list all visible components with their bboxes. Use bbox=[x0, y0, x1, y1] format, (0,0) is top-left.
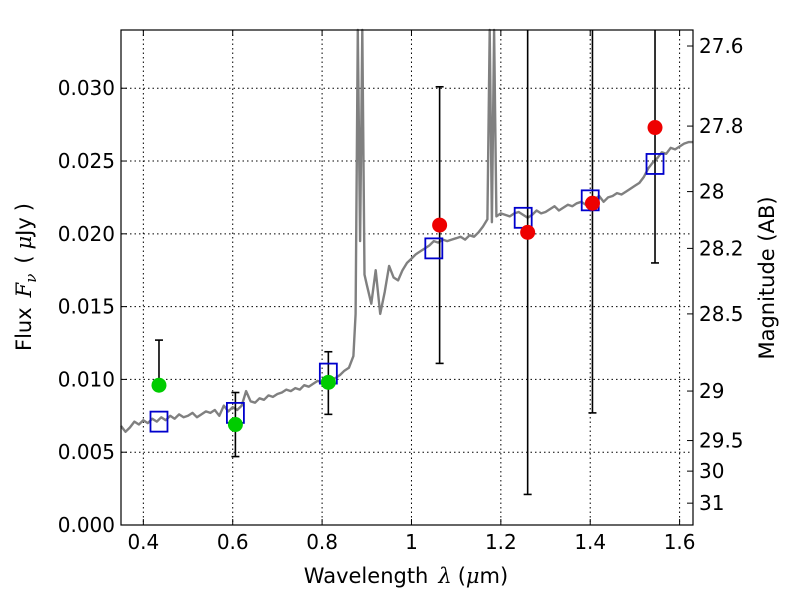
y2-tick-label: 28 bbox=[699, 180, 724, 204]
plot-frame bbox=[120, 29, 694, 526]
x-axis-label-unit-mu: μ bbox=[466, 564, 480, 588]
y-tick-label: 0.025 bbox=[58, 149, 115, 173]
y-tick-label: 0.005 bbox=[58, 440, 115, 464]
y-axis-label-unit-close: ) bbox=[12, 203, 36, 211]
model-spectrum-line bbox=[120, 28, 693, 433]
y-axis-label-symbol: F bbox=[12, 281, 36, 298]
y-axis-label-unit-rest: Jy bbox=[12, 217, 36, 238]
x-tick-label: 0.8 bbox=[306, 530, 338, 554]
right-axis-label: Magnitude (AB) bbox=[755, 196, 779, 359]
x-axis-label-unit-open: ( bbox=[458, 564, 466, 588]
y-tick-label: 0.030 bbox=[58, 76, 115, 100]
observed-nir-point bbox=[647, 120, 663, 136]
x-tick-label: 1.6 bbox=[664, 530, 696, 554]
observed-nir-point bbox=[584, 195, 600, 211]
y-axis-label: Flux Fν ( μJy) bbox=[12, 203, 40, 351]
y-tick-label: 0.000 bbox=[58, 513, 115, 537]
model-photometry-point bbox=[645, 153, 665, 175]
x-tick-label: 1.2 bbox=[485, 530, 517, 554]
x-tick-label: 1.4 bbox=[574, 530, 606, 554]
y-axis-label-prefix: Flux bbox=[12, 307, 36, 351]
model-photometry-point bbox=[149, 410, 169, 433]
observed-nir-point bbox=[432, 217, 448, 233]
x-axis-label-unit-rest: m) bbox=[480, 564, 509, 588]
model-photometry-layer bbox=[149, 153, 665, 433]
y2-tick-label: 29.5 bbox=[699, 429, 744, 453]
y-tick-label: 0.020 bbox=[58, 222, 115, 246]
observed-nir-point bbox=[520, 224, 536, 240]
y-tick-label: 0.010 bbox=[58, 367, 115, 391]
model-spectrum-layer bbox=[120, 28, 693, 433]
x-tick-label: 0.4 bbox=[127, 530, 159, 554]
x-tick-label: 1 bbox=[405, 530, 418, 554]
y-axis-label-subscript: ν bbox=[22, 274, 40, 283]
y2-tick-label: 27.6 bbox=[699, 34, 744, 58]
y2-tick-label: 31 bbox=[699, 491, 724, 515]
grid-lines bbox=[121, 30, 693, 526]
observed-optical-point bbox=[227, 417, 243, 433]
y2-tick-label: 28.2 bbox=[699, 236, 744, 260]
model-photometry-point bbox=[424, 237, 444, 260]
y2-tick-label: 28.5 bbox=[699, 302, 744, 326]
x-axis-label-prefix: Wavelength bbox=[304, 564, 429, 588]
x-axis-label: Wavelength λ (μm) bbox=[304, 564, 508, 588]
y2-tick-label: 27.8 bbox=[699, 114, 744, 138]
axis-ticks bbox=[121, 30, 693, 526]
x-axis-label-symbol: λ bbox=[437, 564, 451, 588]
y-tick-label: 0.015 bbox=[58, 295, 115, 319]
observed-points-layer bbox=[151, 120, 663, 433]
y2-tick-label: 29 bbox=[699, 379, 724, 403]
y-axis-label-unit-open: ( bbox=[12, 255, 36, 263]
x-tick-label: 0.6 bbox=[217, 530, 249, 554]
tick-labels: 0.4 0.6 0.8 1 1.2 1.4 1.6 0.000 0.005 0.010 0.015 0… bbox=[58, 34, 744, 554]
observed-optical-point bbox=[320, 374, 336, 390]
observed-optical-point bbox=[151, 377, 167, 393]
y2-tick-label: 30 bbox=[699, 459, 724, 483]
y-axis-label-unit-mu: μ bbox=[12, 236, 36, 250]
